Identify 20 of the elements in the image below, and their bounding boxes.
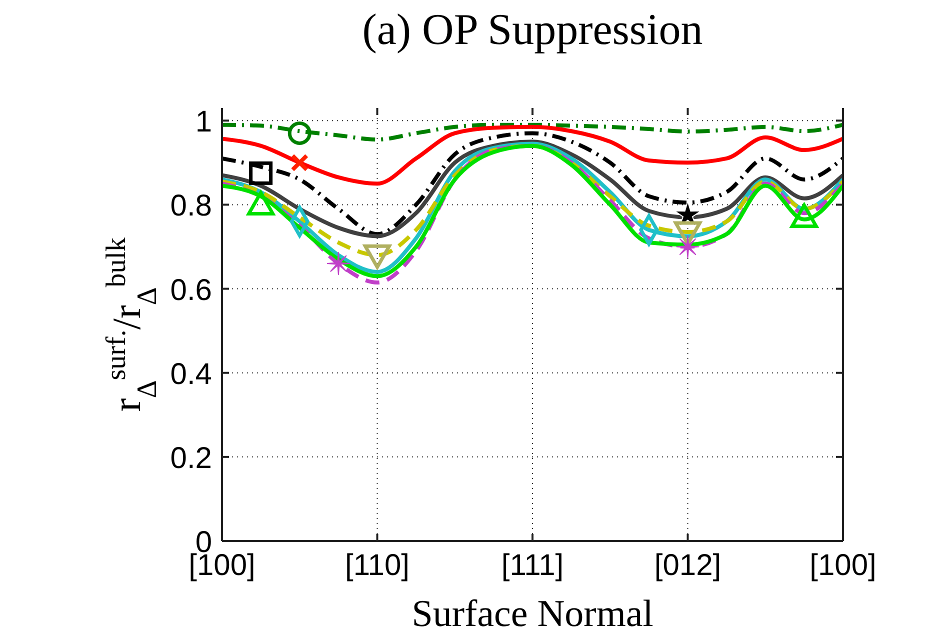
y-tick-label: 0.4 [170, 358, 212, 391]
x-tick-label: [110] [345, 549, 410, 582]
point [674, 221, 702, 246]
point [790, 204, 818, 228]
y-tick-label: 0.8 [170, 190, 212, 223]
y-tick-label: 1 [195, 106, 212, 139]
point [326, 252, 350, 276]
x-tick-label: [111] [501, 549, 564, 582]
point [249, 161, 273, 185]
y-tick-label: 0.2 [170, 442, 212, 475]
line-series [222, 124, 843, 186]
x-tick-label: [012] [654, 549, 722, 582]
point [288, 121, 312, 145]
point [364, 244, 391, 269]
y-tick-label: 0.6 [170, 274, 212, 307]
chart-title: (a) OP Suppression [362, 5, 703, 54]
point [290, 154, 309, 172]
x-tick-label: [100] [810, 549, 876, 582]
x-axis-title: Surface Normal [412, 593, 654, 635]
point [676, 235, 700, 258]
